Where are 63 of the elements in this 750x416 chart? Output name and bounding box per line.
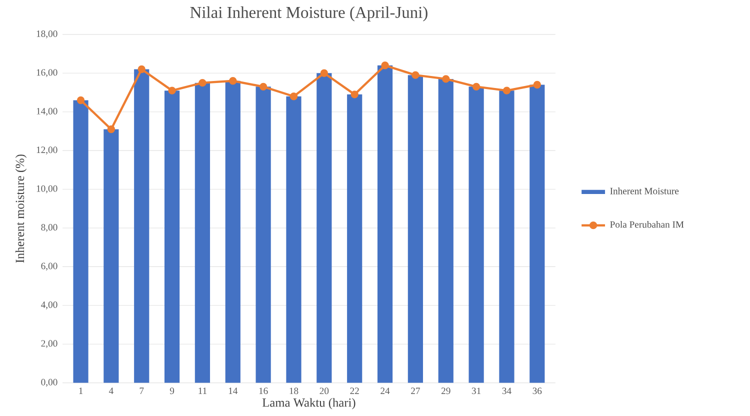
x-tick-label: 11: [198, 388, 207, 394]
y-tick-label: 0,00: [41, 378, 58, 387]
point: [412, 71, 420, 79]
point: [320, 69, 328, 77]
bar: [347, 94, 362, 383]
x-tick-label: 16: [259, 388, 268, 394]
y-tick-label: 2,00: [41, 340, 58, 348]
bar: [530, 84, 545, 383]
bar: [408, 75, 423, 383]
x-tick-label: 24: [380, 388, 390, 394]
point: [198, 78, 206, 87]
y-tick-label: 12,00: [36, 146, 58, 154]
legend-label: Inherent Moisture: [610, 188, 679, 194]
y-tick-label: 18,00: [36, 30, 58, 38]
point: [76, 96, 85, 104]
point: [472, 82, 480, 91]
point: [350, 90, 358, 98]
y-axis-title: Inherent moisture (%): [15, 154, 27, 263]
x-axis-title: Lama Waktu (hari): [262, 398, 356, 410]
y-tick-label: 6,00: [41, 262, 58, 271]
x-tick-label: 20: [320, 388, 329, 394]
x-tick-label: 4: [108, 388, 114, 394]
chart-title: Nilai Inherent Moisture (April-Juni): [190, 6, 428, 22]
bar: [468, 86, 484, 383]
point: [229, 77, 237, 85]
x-tick-label: 27: [411, 388, 420, 394]
point: [168, 86, 176, 94]
bar: [134, 69, 150, 383]
x-tick-label: 34: [502, 388, 512, 394]
bar: [377, 65, 393, 383]
bar: [286, 96, 302, 383]
y-tick-label: 4,00: [41, 301, 58, 310]
bar: [194, 82, 210, 383]
x-tick-label: 14: [228, 388, 238, 394]
point: [502, 86, 511, 94]
point: [381, 62, 389, 70]
point: [259, 82, 268, 91]
y-tick-label: 10,00: [36, 185, 58, 194]
bar: [316, 73, 332, 383]
x-tick-label: 22: [350, 388, 359, 394]
bar: [164, 90, 180, 383]
x-tick-label: 36: [532, 388, 542, 394]
x-tick-label: 9: [170, 388, 174, 394]
point: [290, 92, 298, 100]
bar: [499, 90, 514, 383]
bar: [438, 78, 454, 383]
point: [533, 80, 541, 89]
bar: [73, 100, 88, 383]
x-tick-label: 18: [290, 388, 298, 394]
point: [107, 125, 116, 134]
y-tick-label: 14,00: [36, 108, 58, 116]
x-tick-label: 7: [140, 388, 144, 394]
point: [138, 65, 146, 74]
bar: [256, 86, 271, 383]
x-tick-label: 1: [79, 388, 83, 394]
x-tick-label: 29: [442, 388, 450, 394]
y-tick-label: 8,00: [41, 224, 58, 232]
legend-label: Pola Perubahan IM: [610, 220, 684, 228]
point: [442, 75, 450, 83]
x-tick-label: 31: [472, 388, 481, 394]
bar: [225, 80, 240, 383]
y-tick-label: 16,00: [36, 69, 58, 78]
bar: [104, 129, 119, 383]
